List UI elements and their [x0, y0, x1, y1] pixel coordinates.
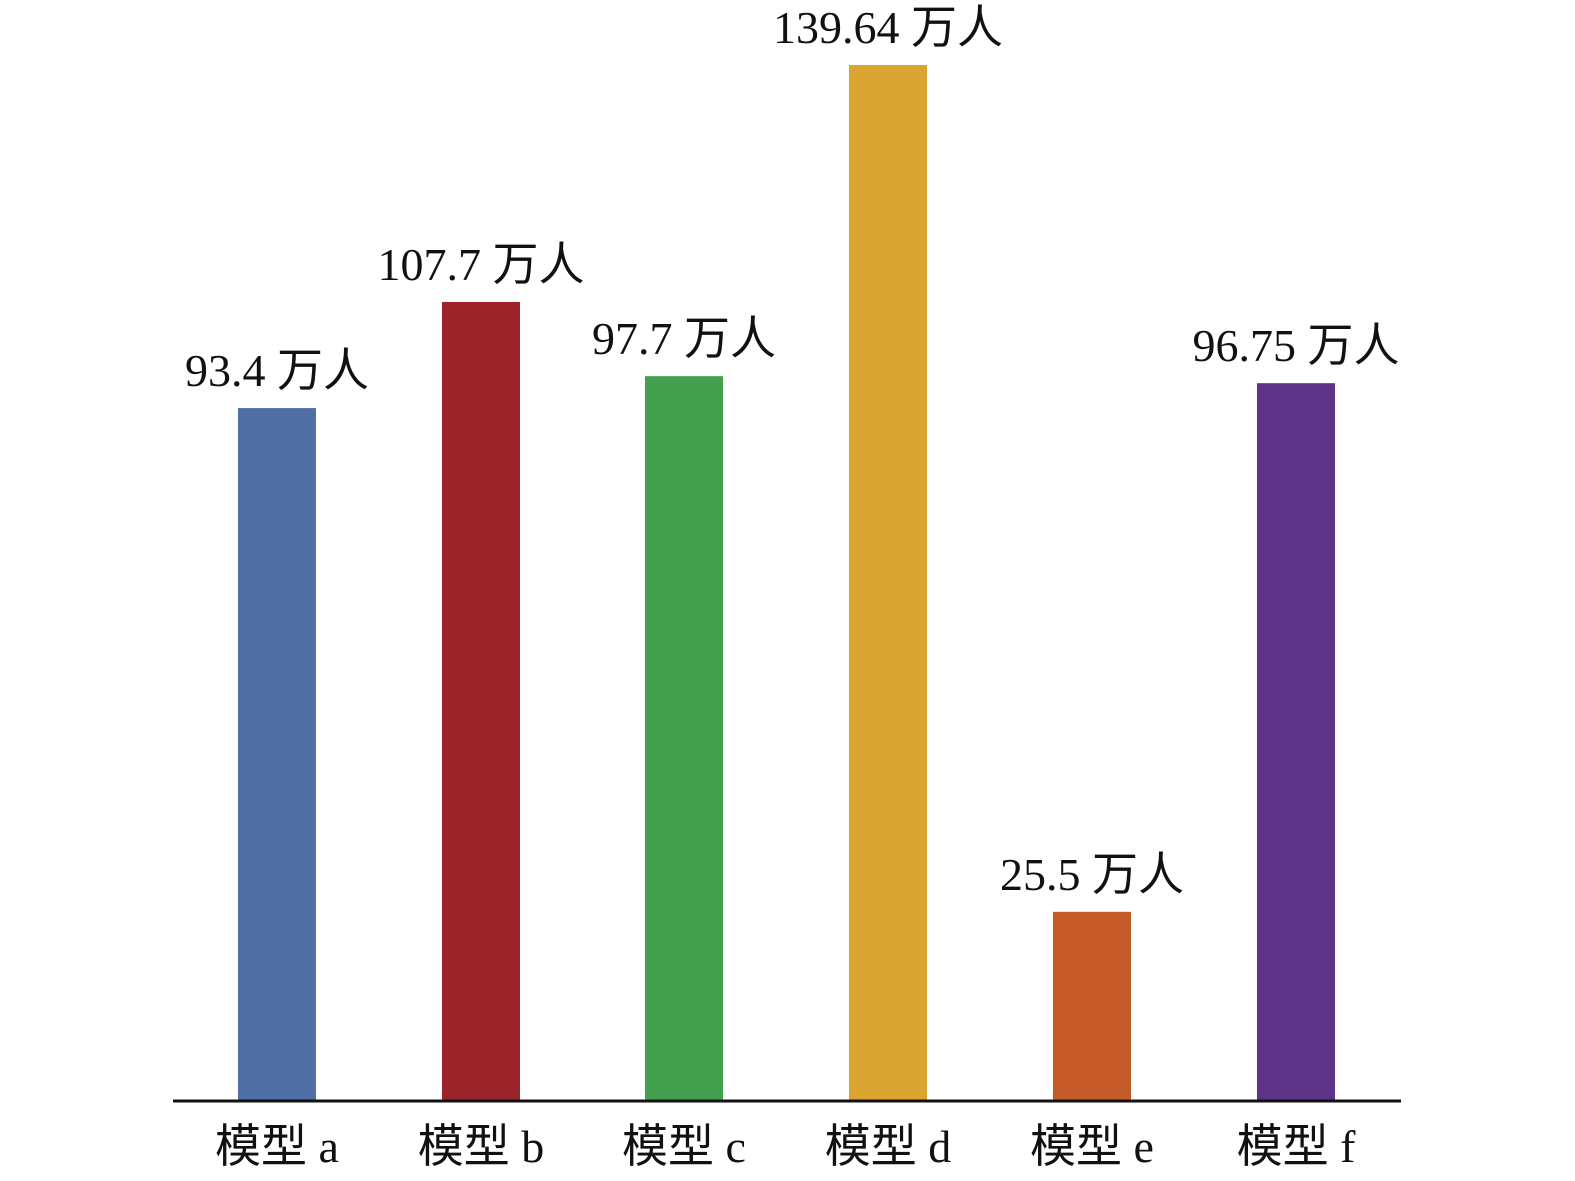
- value-label-4: 139.64 万人: [773, 2, 1003, 53]
- bar-5: [1053, 911, 1131, 1101]
- bar-1: [238, 408, 316, 1102]
- value-label-2: 107.7 万人: [378, 239, 585, 290]
- value-label-3: 97.7 万人: [592, 313, 776, 364]
- category-label-6: 模型 f: [1237, 1121, 1357, 1172]
- category-label-5: 模型 e: [1030, 1121, 1154, 1172]
- bar-2: [442, 301, 520, 1101]
- bars-group: [238, 65, 1335, 1102]
- value-label-5: 25.5 万人: [1000, 849, 1184, 900]
- category-label-2: 模型 b: [418, 1121, 545, 1172]
- category-labels-group: 模型 a 模型 b 模型 c 模型 d 模型 e 模型 f: [215, 1121, 1356, 1172]
- category-label-4: 模型 d: [825, 1121, 952, 1172]
- value-label-1: 93.4 万人: [185, 345, 369, 396]
- bar-6: [1257, 383, 1335, 1102]
- value-label-6: 96.75 万人: [1193, 320, 1400, 371]
- bar-3: [645, 376, 723, 1101]
- bar-4: [849, 65, 927, 1101]
- category-label-3: 模型 c: [622, 1121, 746, 1172]
- category-label-1: 模型 a: [215, 1121, 339, 1172]
